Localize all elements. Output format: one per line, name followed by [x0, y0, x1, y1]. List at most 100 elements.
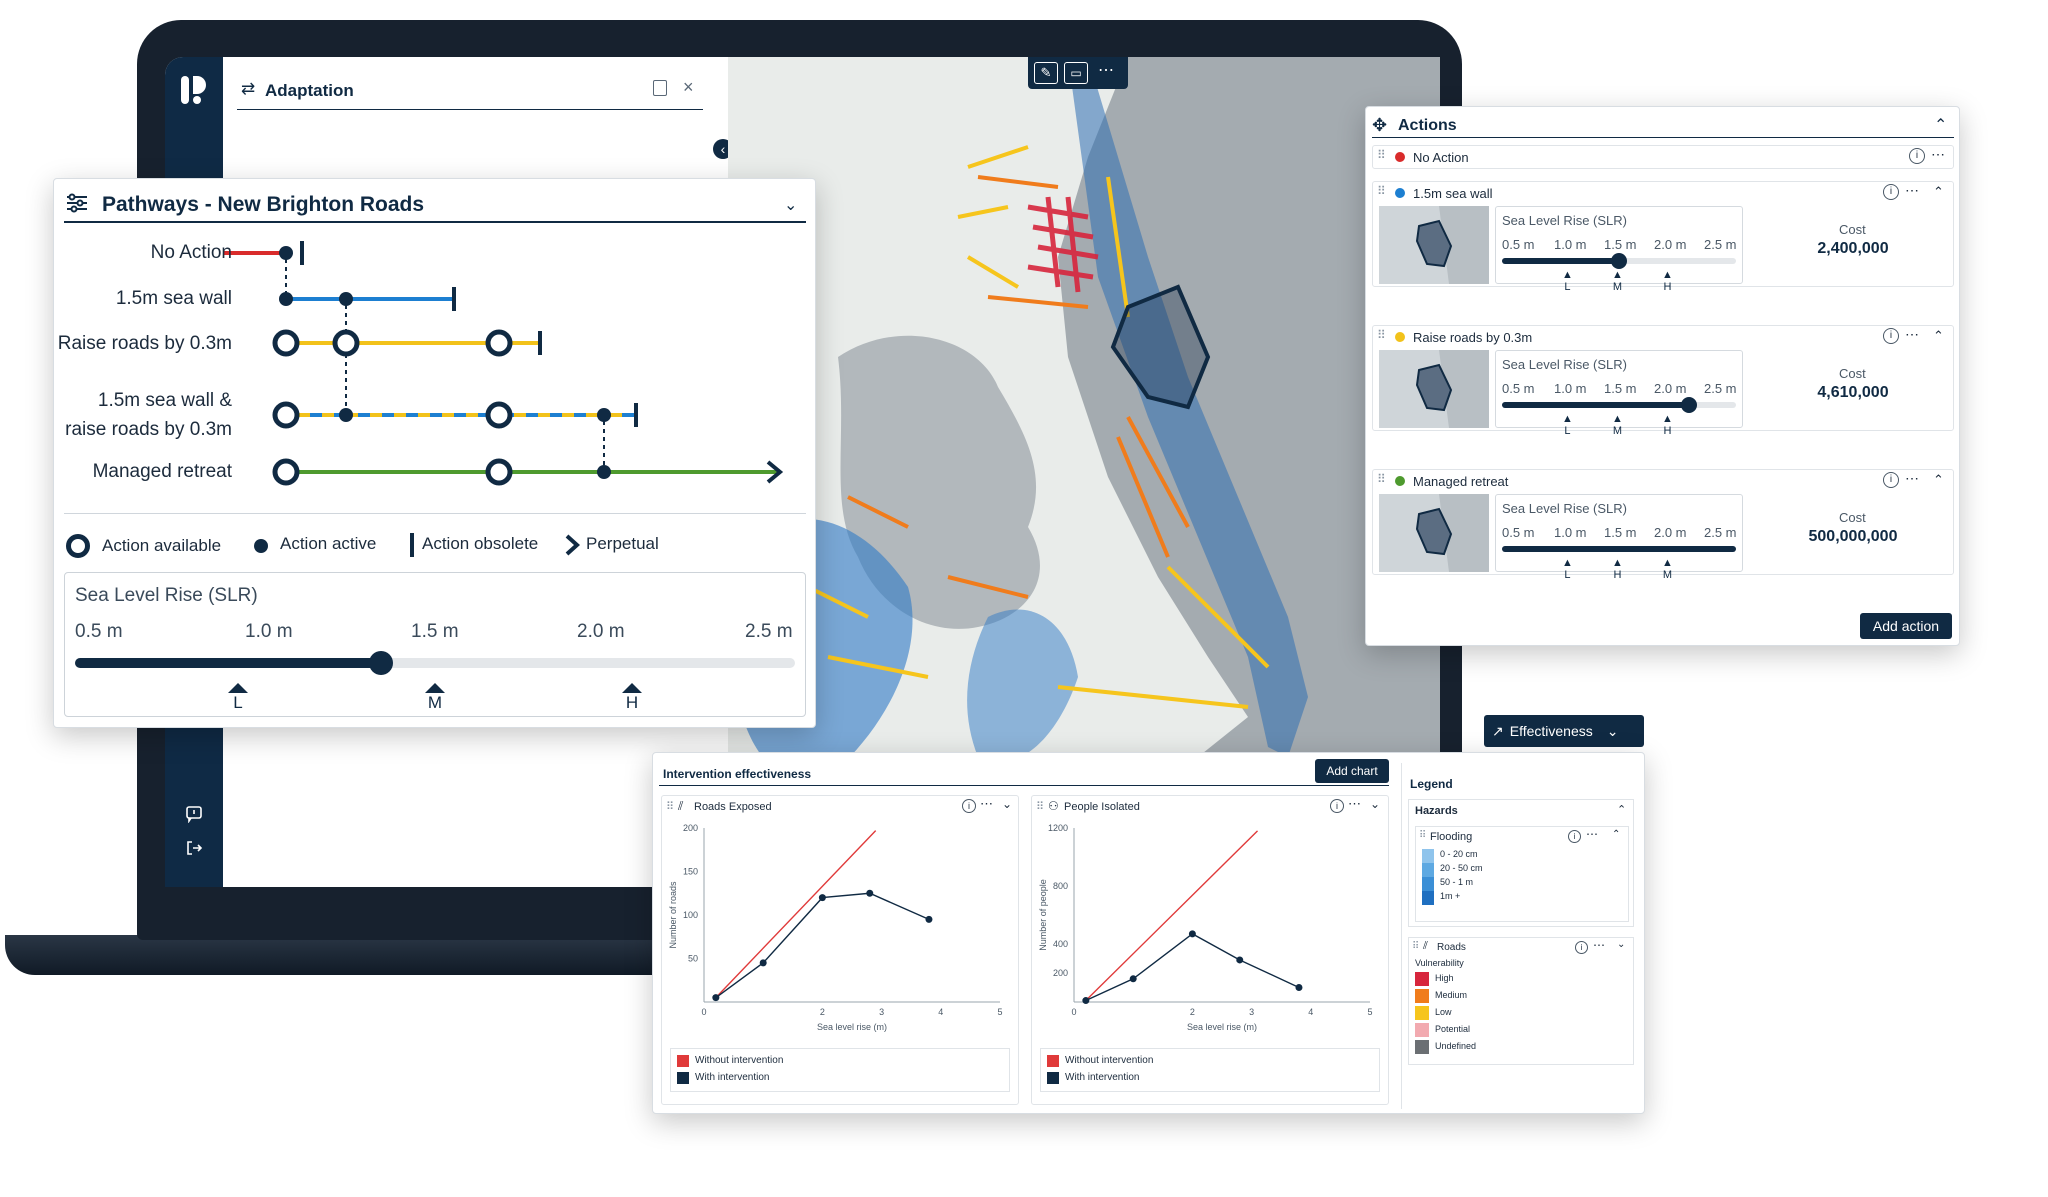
flood-label: 1m + — [1440, 891, 1461, 901]
slr-fill — [75, 658, 381, 668]
data-point — [1129, 975, 1137, 983]
logout-icon[interactable] — [185, 839, 203, 857]
slr-fill — [1502, 258, 1619, 264]
x-tick-label: 3 — [879, 1007, 884, 1017]
slr-title: Sea Level Rise (SLR) — [1502, 213, 1627, 228]
marker-h-label: H — [625, 693, 639, 712]
slr-tick-2: 1.5 m — [411, 621, 459, 642]
chevron-up-icon[interactable]: ⌃ — [1617, 804, 1627, 816]
chevron-up-icon[interactable]: ⌃ — [1933, 472, 1944, 487]
slr-title: Sea Level Rise (SLR) — [75, 585, 258, 606]
slr-thumb[interactable] — [1611, 253, 1627, 269]
more-icon[interactable]: ⋯ — [1586, 827, 1598, 841]
more-icon[interactable]: ⋯ — [1098, 62, 1114, 79]
add-chart-button[interactable]: Add chart — [1315, 759, 1389, 783]
close-icon[interactable]: × — [683, 77, 694, 97]
app-logo[interactable] — [179, 73, 209, 107]
more-icon[interactable]: ⋯ — [1931, 146, 1945, 162]
info-icon[interactable]: i — [1883, 328, 1899, 344]
map-thumbnail — [1379, 494, 1489, 572]
comment-icon[interactable]: ▭ — [1064, 62, 1088, 84]
slr-thumb[interactable] — [1681, 397, 1698, 413]
road-swatch-medium — [1415, 989, 1429, 1003]
panel-divider — [237, 109, 703, 110]
more-icon[interactable]: ⋯ — [1348, 796, 1361, 811]
pathways-title: Pathways - New Brighton Roads — [102, 193, 425, 216]
row-label-sea-wall: 1.5m sea wall — [115, 288, 232, 309]
add-action-button[interactable]: Add action — [1860, 613, 1952, 639]
series-line-0 — [715, 830, 877, 999]
info-icon[interactable]: i — [1883, 184, 1899, 200]
people-icon: ⚇ — [1048, 799, 1059, 813]
chevron-down-icon[interactable]: ⌄ — [1370, 797, 1381, 811]
road-label: Medium — [1435, 990, 1468, 1000]
drag-handle-icon[interactable]: ⠿ — [1419, 830, 1427, 841]
drag-handle-icon[interactable]: ⠿ — [1377, 472, 1386, 486]
more-icon[interactable]: ⋯ — [1905, 182, 1919, 198]
marker: ▲ L — [1562, 269, 1573, 293]
legend-label: Without intervention — [695, 1055, 784, 1066]
chevron-up-icon[interactable]: ⌃ — [1934, 117, 1948, 134]
row-label-combined-1: 1.5m sea wall & — [97, 390, 232, 411]
hazards-title: Hazards — [1415, 805, 1458, 817]
status-dot — [1395, 152, 1405, 162]
more-icon[interactable]: ⋯ — [1593, 938, 1605, 952]
data-point — [712, 994, 720, 1002]
legend-available: Action available — [102, 536, 222, 555]
drag-handle-icon[interactable]: ⠿ — [1377, 148, 1386, 162]
chevron-down-icon[interactable]: ⌄ — [1617, 939, 1626, 950]
map-thumbnail — [1379, 206, 1489, 284]
slr-track[interactable] — [75, 658, 795, 668]
info-icon[interactable]: i — [1909, 148, 1925, 164]
slr-title: Sea Level Rise (SLR) — [1502, 501, 1627, 516]
y-tick-label: 400 — [1053, 939, 1068, 949]
document-icon[interactable] — [653, 80, 667, 96]
drag-handle-icon[interactable]: ⠿ — [1377, 184, 1386, 198]
chevron-down-icon[interactable]: ⌄ — [1002, 797, 1013, 811]
action-block-sea-wall: ⠿ 1.5m sea wall i ⋯ ⌃ Sea Level Rise (SL… — [1372, 181, 1954, 293]
chart-legend: Without intervention With intervention — [670, 1048, 1010, 1092]
y-tick-label: 150 — [683, 867, 698, 877]
info-icon[interactable]: i — [1883, 472, 1899, 488]
chevron-up-icon[interactable]: ⌃ — [1612, 829, 1621, 840]
action-name: 1.5m sea wall — [1413, 186, 1493, 201]
drag-handle-icon[interactable]: ⠿ — [1412, 941, 1420, 952]
slr-thumb[interactable] — [369, 651, 393, 675]
slr-tick: 1.5 m — [1604, 237, 1637, 252]
info-icon[interactable]: i — [1575, 941, 1588, 954]
x-tick-label: 5 — [1367, 1007, 1372, 1017]
chevron-down-icon: ⌄ — [1606, 722, 1619, 739]
flood-swatch-3 — [1422, 891, 1434, 905]
chevron-down-icon[interactable]: ⌄ — [784, 197, 798, 214]
chevron-up-icon[interactable]: ⌃ — [1933, 184, 1944, 199]
drag-handle-icon[interactable]: ⠿ — [1036, 801, 1045, 813]
slr-fill — [1502, 402, 1690, 408]
x-axis-label: Sea level rise (m) — [817, 1022, 887, 1032]
more-icon[interactable]: ⋯ — [1905, 326, 1919, 342]
x-tick-label: 2 — [820, 1007, 825, 1017]
flood-swatch-0 — [1422, 849, 1434, 863]
adaptation-title: Adaptation — [265, 81, 354, 100]
feedback-icon[interactable] — [185, 805, 203, 824]
vulnerability-label: Vulnerability — [1415, 958, 1464, 968]
road-icon: ⫽ — [678, 799, 684, 813]
edit-icon[interactable]: ✎ — [1034, 62, 1058, 84]
info-icon[interactable]: i — [1568, 830, 1581, 843]
info-icon[interactable]: i — [962, 799, 976, 813]
drag-handle-icon[interactable]: ⠿ — [1377, 328, 1386, 342]
chevron-up-icon[interactable]: ⌃ — [1933, 328, 1944, 343]
legend-swatch-red — [1047, 1055, 1059, 1067]
x-tick-label: 0 — [701, 1007, 706, 1017]
row-label-combined-2: raise roads by 0.3m — [65, 419, 232, 440]
more-icon[interactable]: ⋯ — [980, 796, 993, 811]
info-icon[interactable]: i — [1330, 799, 1344, 813]
map-view[interactable]: ✎ ▭ ⋯ — [728, 57, 1440, 887]
drag-handle-icon[interactable]: ⠿ — [666, 801, 675, 813]
roads-chart: 50 100 150 200 0 2 3 4 5 Sea level rise (m) Number… — [668, 823, 1003, 1032]
marker: ▲ L — [1562, 413, 1573, 437]
effectiveness-dropdown[interactable]: ↗ Effectiveness ⌄ — [1484, 715, 1644, 747]
flood-swatch-1 — [1422, 863, 1434, 877]
marker-l: L — [228, 683, 248, 713]
action-row-no-action[interactable]: ⠿ No Action i ⋯ — [1372, 145, 1954, 169]
more-icon[interactable]: ⋯ — [1905, 470, 1919, 486]
